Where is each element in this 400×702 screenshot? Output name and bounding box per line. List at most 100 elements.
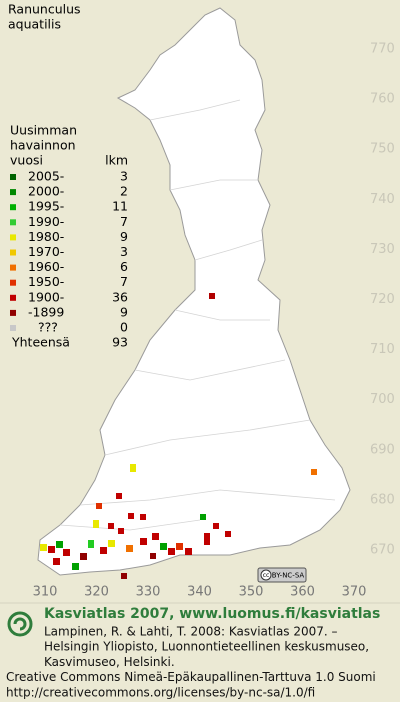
legend-label: 1990-	[28, 214, 64, 229]
observation-squares	[40, 293, 317, 579]
grid-x-label: 350	[239, 585, 264, 600]
legend-count: 6	[120, 259, 128, 274]
species-name: Ranunculus	[8, 2, 81, 17]
legend-swatch	[10, 249, 16, 256]
observation-square	[176, 543, 183, 550]
legend-count: 3	[120, 169, 128, 184]
legend-swatch	[10, 204, 16, 211]
legend-count: 9	[120, 229, 128, 244]
observation-square	[152, 533, 159, 540]
observation-square	[53, 558, 60, 565]
cc-badge: cc BY-NC-SA	[257, 567, 307, 583]
legend-swatch	[10, 279, 16, 286]
grid-y-label: 710	[370, 342, 395, 357]
legend-label: 1980-	[28, 229, 64, 244]
grid-x-label: 310	[33, 585, 58, 600]
footer-line: Lampinen, R. & Lahti, T. 2008: Kasviatla…	[44, 625, 338, 639]
legend-swatch	[10, 309, 16, 316]
cc-mark: cc	[263, 572, 270, 579]
observation-square	[118, 528, 124, 534]
observation-square	[56, 541, 63, 548]
observation-square	[100, 547, 107, 554]
observation-square	[63, 549, 70, 556]
grid-y-label: 690	[370, 442, 395, 457]
grid-x-label: 320	[84, 585, 109, 600]
legend-label: -1899	[28, 304, 64, 319]
observation-square	[140, 514, 146, 520]
logo	[7, 611, 33, 637]
legend-count: 7	[120, 214, 128, 229]
legend-swatch	[10, 234, 16, 241]
observation-square	[121, 573, 127, 579]
observation-square	[204, 533, 210, 545]
observation-square	[96, 503, 102, 509]
legend-swatch	[10, 219, 16, 226]
observation-square	[185, 548, 192, 555]
legend-heading: havainnon	[10, 138, 76, 153]
observation-square	[72, 563, 79, 570]
observation-square	[213, 523, 219, 529]
grid-y-label: 750	[370, 142, 395, 157]
legend-label: 1995-	[28, 199, 64, 214]
legend-label: 2000-	[28, 184, 64, 199]
observation-square	[225, 531, 231, 537]
grid-y-label: 720	[370, 292, 395, 307]
legend-label: 1950-	[28, 274, 64, 289]
footer-line: http://creativecommons.org/licenses/by-n…	[6, 685, 315, 699]
footer-headline: Kasviatlas 2007, www.luomus.fi/kasviatla…	[44, 606, 380, 622]
legend-count: 2	[120, 184, 128, 199]
legend-swatch	[10, 189, 16, 196]
observation-square	[48, 546, 55, 553]
legend-label: 1970-	[28, 244, 64, 259]
legend-swatch	[10, 294, 16, 301]
grid-y-label: 670	[370, 543, 395, 558]
grid-y-label: 740	[370, 192, 395, 207]
total-label: Yhteensä	[11, 335, 70, 350]
footer-line: Creative Commons Nimeä-Epäkaupallinen-Ta…	[6, 670, 376, 684]
species-name: aquatilis	[8, 17, 61, 32]
observation-square	[128, 513, 134, 519]
legend-swatch	[10, 174, 16, 180]
observation-square	[160, 543, 167, 550]
observation-square	[150, 553, 156, 559]
legend-swatch	[10, 264, 16, 271]
legend-count: 36	[112, 289, 128, 304]
observation-square	[311, 469, 317, 475]
legend-label: 1960-	[28, 259, 64, 274]
legend-label: ???	[38, 320, 58, 335]
grid-x-label: 340	[187, 585, 212, 600]
grid-y-label: 700	[370, 392, 395, 407]
grid-y-label: 770	[370, 42, 395, 57]
legend-count: 11	[112, 199, 128, 214]
observation-square	[209, 293, 215, 299]
grid-y-label: 730	[370, 242, 395, 257]
legend-label: 2005-	[28, 169, 64, 184]
finland-outline	[37, 7, 351, 576]
grid-y-label: 680	[370, 492, 395, 507]
observation-square	[130, 464, 136, 472]
observation-square	[140, 538, 147, 545]
cc-terms: BY-NC-SA	[272, 572, 305, 580]
legend-heading: vuosi	[10, 153, 43, 168]
observation-square	[108, 540, 115, 547]
legend-count-heading: lkm	[105, 153, 128, 168]
footer-line: Kasvimuseo, Helsinki.	[44, 655, 175, 669]
legend-heading: Uusimman	[10, 123, 77, 138]
observation-square	[126, 545, 133, 552]
region-borders	[59, 99, 336, 531]
grid-y-label: 760	[370, 92, 395, 107]
observation-square	[108, 523, 114, 529]
observation-square	[40, 544, 47, 551]
legend-label: 1900-	[28, 289, 64, 304]
grid-x-label: 360	[290, 585, 315, 600]
observation-square	[168, 548, 175, 555]
grid-x-label: 330	[136, 585, 161, 600]
observation-square	[116, 493, 122, 499]
legend-swatch	[10, 325, 16, 331]
total-count: 93	[112, 335, 128, 350]
grid-x-label: 370	[342, 585, 367, 600]
observation-square	[88, 540, 94, 548]
legend-count: 9	[120, 304, 128, 319]
legend-count: 7	[120, 274, 128, 289]
